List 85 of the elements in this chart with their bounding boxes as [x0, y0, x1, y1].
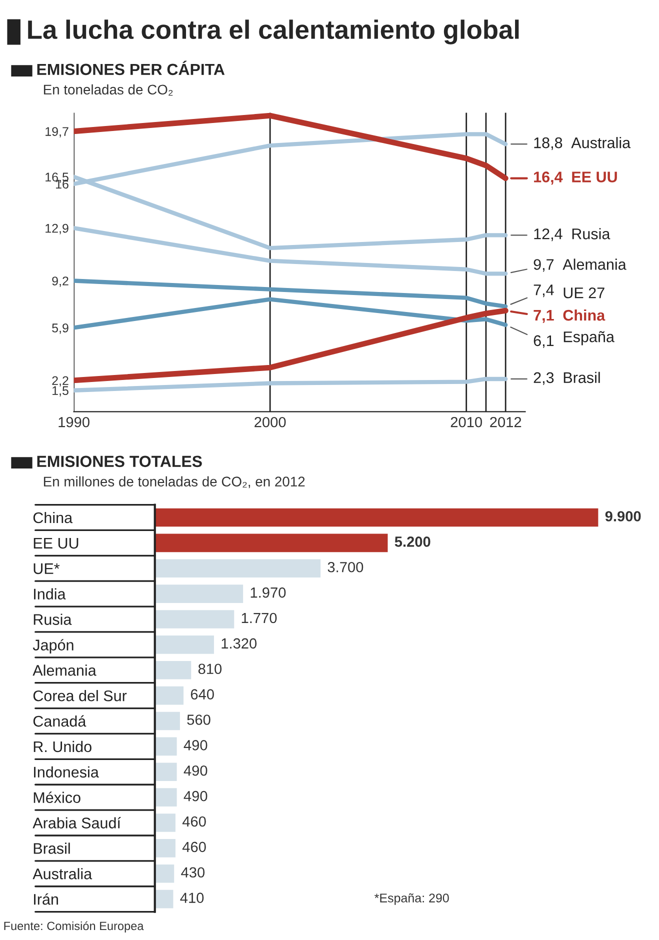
data-label: 16,4 — [534, 172, 563, 185]
bar — [154, 762, 177, 782]
data-label: 5.200 — [394, 536, 430, 547]
bar — [154, 737, 177, 756]
y-tick-label: Indonesia — [34, 766, 99, 778]
bar — [154, 610, 234, 628]
data-label: 2,3 — [534, 372, 554, 385]
text: Australia — [571, 136, 631, 148]
text: EE UU — [572, 172, 617, 182]
x-tick-label: 2000 — [254, 416, 286, 428]
data-label: 460 — [182, 842, 206, 852]
y-tick-label: 1,5 — [52, 386, 68, 396]
bar — [154, 559, 321, 578]
bar — [154, 890, 174, 908]
y-tick-label: Australia — [32, 868, 92, 880]
data-label: 7,1 — [534, 310, 554, 323]
y-tick-label: Irán — [34, 893, 58, 905]
line-series — [74, 226, 508, 276]
bar — [154, 712, 180, 730]
x-tick-label: 2010 — [450, 416, 482, 428]
y-tick-label: R. Unido — [34, 740, 92, 752]
bar — [154, 814, 176, 832]
y-tick-label: Canadá — [33, 715, 86, 727]
y-tick-label: Rusia — [34, 614, 72, 625]
data-label: 640 — [190, 689, 214, 700]
y-tick-label: Japón — [32, 639, 74, 654]
data-label: 490 — [184, 740, 208, 750]
data-label: 430 — [181, 867, 205, 878]
y-tick-label: Corea del Sur — [33, 690, 127, 702]
y-tick-label: Arabia Saudí — [32, 817, 121, 828]
data-label: 1.970 — [250, 587, 286, 598]
chart-subtitle: En millones de toneladas de CO₂, en 2012 — [44, 476, 305, 488]
y-tick-label: 2,2 — [52, 376, 68, 387]
y-tick-label: China — [33, 512, 73, 524]
x-tick-label: 1990 — [58, 416, 90, 428]
bar — [154, 839, 176, 858]
chart-title: EMISIONES TOTALES — [37, 456, 202, 468]
y-tick-label: 5,9 — [52, 324, 68, 334]
data-label: 460 — [182, 816, 206, 827]
data-label: 490 — [184, 765, 208, 776]
y-tick-label: Alemania — [32, 664, 96, 676]
line-series — [74, 278, 508, 308]
data-label: 7,4 — [534, 284, 554, 298]
data-label: 810 — [198, 664, 222, 674]
y-tick-label: 19,7 — [46, 127, 68, 138]
data-label: 9,7 — [534, 259, 554, 272]
text: Alemania — [562, 258, 626, 270]
text: La lucha contra el calentamiento global — [28, 20, 519, 44]
chart-title: EMISIONES PER CÁPITA — [37, 60, 225, 76]
bar — [154, 864, 174, 883]
data-label: 18,8 — [534, 137, 562, 150]
data-label: 410 — [180, 892, 204, 903]
y-tick-label: EE UU — [34, 538, 78, 549]
y-tick-label: México — [34, 792, 80, 804]
data-label: 1.320 — [222, 638, 257, 649]
y-tick-label: 12,9 — [46, 224, 68, 234]
y-tick-label: India — [34, 588, 66, 600]
bar — [154, 660, 192, 680]
y-tick-label: Brasil — [34, 842, 70, 854]
text: Brasil — [564, 372, 600, 384]
data-label: 12,4 — [534, 228, 562, 242]
annotation: *España: 290 — [374, 893, 449, 905]
y-tick-label: UE* — [34, 563, 60, 574]
data-label: 6,1 — [534, 335, 554, 348]
chart-subtitle: En toneladas de CO₂ — [44, 84, 173, 96]
bar — [154, 636, 214, 654]
line-series — [74, 297, 508, 330]
bar — [154, 788, 177, 806]
data-label: 490 — [184, 790, 208, 802]
bar — [154, 686, 184, 705]
data-label: 3.700 — [328, 562, 364, 572]
source-note: Fuente: Comisión Europea — [4, 921, 144, 932]
text: China — [563, 309, 606, 321]
x-tick-label: 2012 — [490, 416, 522, 428]
bar — [154, 584, 244, 603]
text: Rusia — [572, 228, 610, 240]
text: España — [564, 331, 614, 346]
data-label: 1.770 — [242, 612, 277, 624]
bar — [154, 508, 598, 527]
y-tick-label: 9,2 — [52, 276, 68, 287]
line-series — [74, 376, 508, 392]
bar — [154, 534, 388, 552]
text: UE 27 — [564, 287, 604, 298]
data-label: 560 — [187, 714, 210, 725]
data-label: 9.900 — [605, 511, 641, 522]
